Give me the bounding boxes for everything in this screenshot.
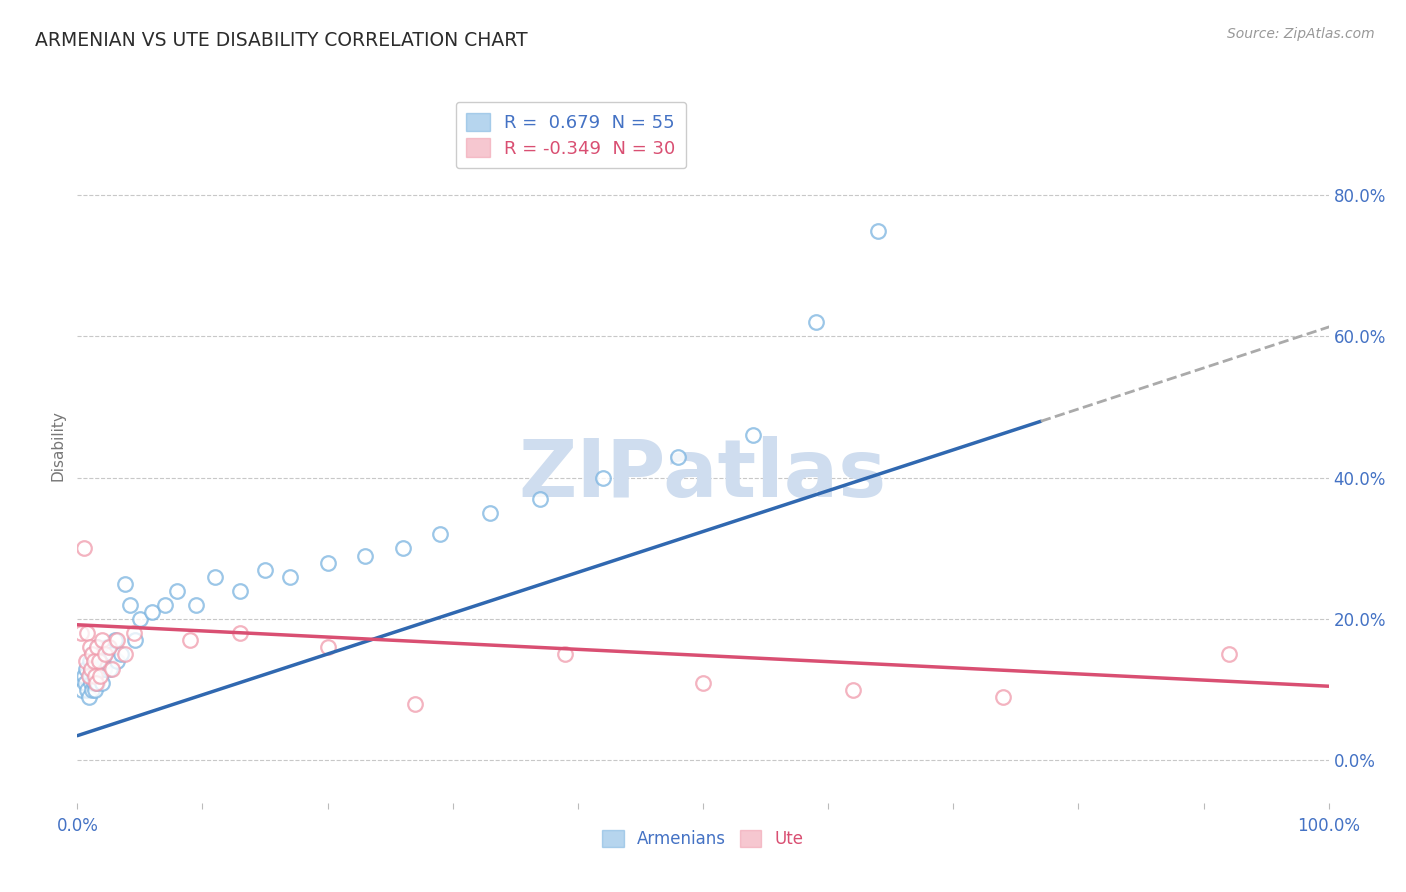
- Point: [101, 662, 124, 676]
- Point: [83, 682, 105, 697]
- Point: [72, 668, 94, 682]
- Point: [124, 633, 146, 648]
- Point: [153, 598, 176, 612]
- Point: [79, 655, 101, 669]
- Point: [82, 648, 104, 662]
- Point: [90, 648, 112, 662]
- Point: [82, 682, 104, 697]
- Point: [73, 675, 96, 690]
- Point: [82, 648, 104, 662]
- Point: [186, 598, 208, 612]
- Point: [1218, 648, 1240, 662]
- Point: [97, 640, 120, 655]
- Point: [666, 450, 689, 464]
- Point: [104, 633, 127, 648]
- Point: [129, 612, 152, 626]
- Point: [91, 675, 114, 690]
- Point: [110, 648, 132, 662]
- Point: [80, 662, 103, 676]
- Point: [166, 583, 188, 598]
- Y-axis label: Disability: Disability: [51, 410, 66, 482]
- Text: ZIPatlas: ZIPatlas: [519, 435, 887, 514]
- Point: [93, 662, 115, 676]
- Point: [253, 563, 276, 577]
- Text: Source: ZipAtlas.com: Source: ZipAtlas.com: [1227, 27, 1375, 41]
- Point: [101, 648, 124, 662]
- Point: [842, 682, 865, 697]
- Text: ARMENIAN VS UTE DISABILITY CORRELATION CHART: ARMENIAN VS UTE DISABILITY CORRELATION C…: [35, 31, 527, 50]
- Point: [391, 541, 413, 556]
- Point: [91, 633, 114, 648]
- Point: [83, 655, 105, 669]
- Point: [868, 223, 890, 237]
- Point: [94, 655, 117, 669]
- Point: [122, 626, 145, 640]
- Point: [114, 648, 136, 662]
- Point: [229, 626, 252, 640]
- Point: [96, 640, 118, 655]
- Point: [86, 640, 108, 655]
- Point: [75, 662, 97, 676]
- Point: [993, 690, 1015, 704]
- Point: [692, 675, 714, 690]
- Point: [105, 655, 128, 669]
- Point: [75, 655, 97, 669]
- Point: [83, 668, 105, 682]
- Point: [86, 640, 108, 655]
- Point: [105, 633, 128, 648]
- Legend: Armenians, Ute: Armenians, Ute: [596, 823, 810, 855]
- Point: [742, 428, 765, 442]
- Point: [77, 690, 100, 704]
- Point: [179, 633, 201, 648]
- Point: [404, 697, 426, 711]
- Point: [554, 648, 576, 662]
- Point: [98, 662, 121, 676]
- Point: [114, 576, 136, 591]
- Point: [429, 527, 451, 541]
- Point: [87, 655, 110, 669]
- Point: [89, 668, 111, 682]
- Point: [76, 682, 98, 697]
- Point: [86, 675, 108, 690]
- Point: [80, 675, 103, 690]
- Point: [79, 640, 101, 655]
- Point: [94, 648, 117, 662]
- Point: [479, 506, 502, 520]
- Point: [84, 675, 107, 690]
- Point: [804, 315, 827, 329]
- Point: [316, 556, 339, 570]
- Point: [83, 675, 105, 690]
- Point: [79, 668, 101, 682]
- Point: [529, 491, 551, 506]
- Point: [118, 598, 141, 612]
- Point: [84, 655, 107, 669]
- Point: [592, 471, 614, 485]
- Point: [77, 668, 100, 682]
- Point: [204, 570, 226, 584]
- Point: [316, 640, 339, 655]
- Point: [72, 682, 94, 697]
- Point: [278, 570, 301, 584]
- Point: [354, 549, 377, 563]
- Point: [76, 626, 98, 640]
- Point: [80, 662, 103, 676]
- Point: [89, 668, 111, 682]
- Point: [87, 662, 110, 676]
- Point: [83, 662, 105, 676]
- Point: [84, 668, 107, 682]
- Point: [141, 605, 163, 619]
- Point: [83, 668, 105, 682]
- Point: [229, 583, 252, 598]
- Point: [72, 541, 94, 556]
- Point: [70, 626, 93, 640]
